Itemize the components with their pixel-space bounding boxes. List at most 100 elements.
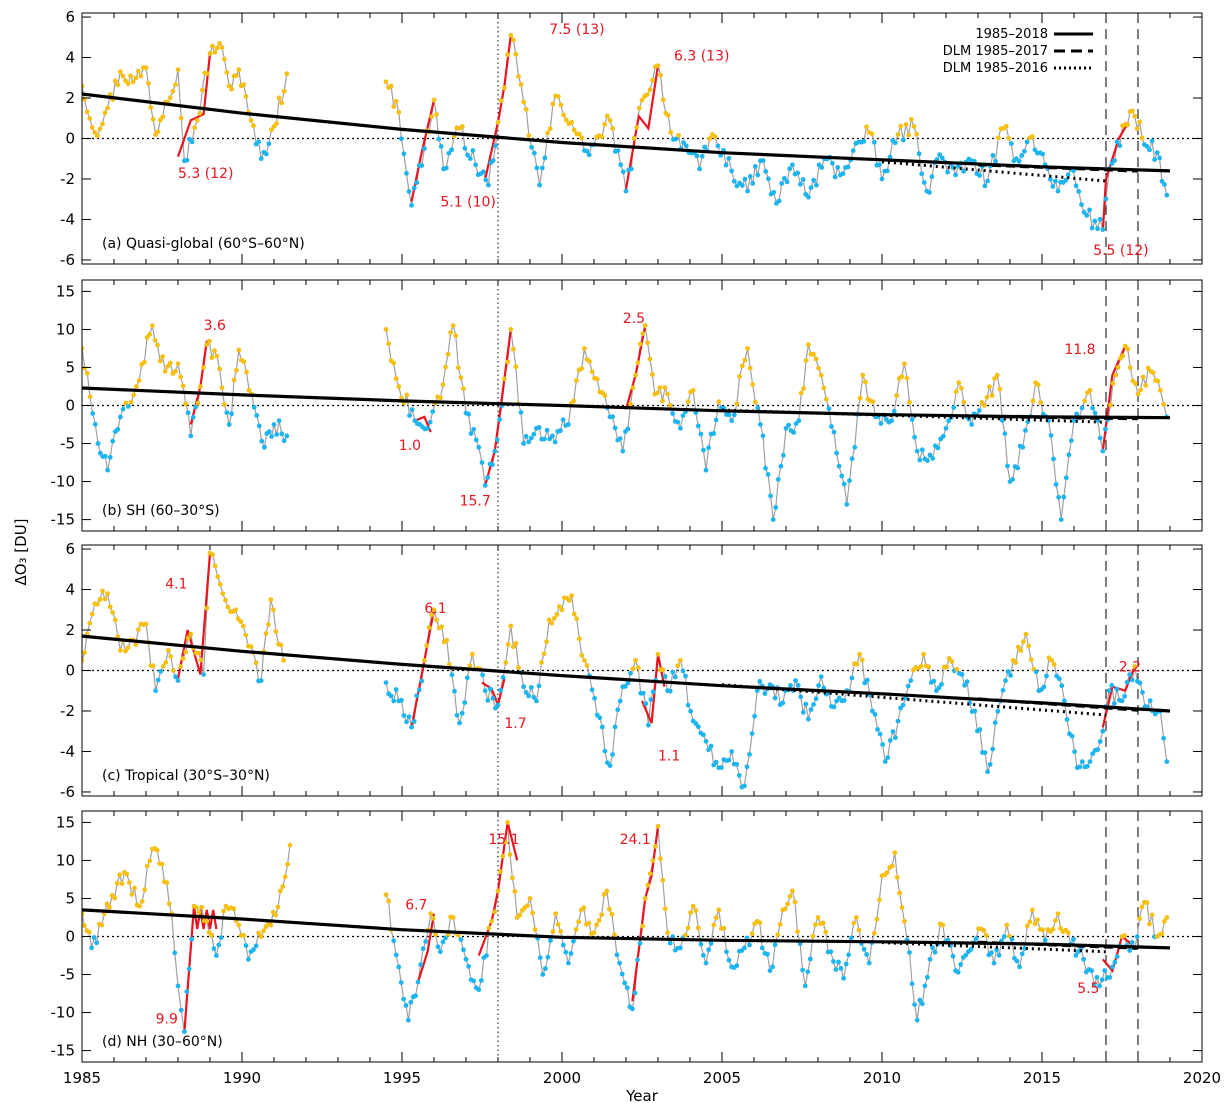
data-point: [128, 73, 134, 79]
data-point: [226, 83, 232, 89]
y-tick-label: 10: [56, 320, 75, 338]
data-point: [946, 418, 951, 424]
data-point: [1079, 405, 1085, 411]
data-point: [443, 364, 448, 370]
data-point: [877, 731, 883, 737]
data-point: [166, 647, 171, 653]
data-point: [199, 87, 205, 93]
data-point: [507, 852, 513, 857]
data-point: [992, 720, 998, 726]
data-point: [95, 133, 100, 139]
data-point: [1106, 688, 1112, 694]
data-point: [973, 936, 979, 942]
data-point: [768, 493, 773, 499]
data-point: [985, 178, 990, 184]
data-point: [749, 931, 755, 937]
data-point: [1149, 912, 1155, 918]
data-point: [658, 856, 663, 862]
data-point: [505, 820, 510, 825]
data-point: [124, 871, 130, 877]
data-point: [981, 928, 987, 933]
data-point: [454, 712, 460, 718]
data-point: [607, 117, 613, 123]
data-point: [545, 954, 551, 960]
data-point: [180, 656, 186, 662]
data-point: [210, 552, 216, 558]
data-point: [1143, 383, 1149, 388]
data-point: [1035, 917, 1040, 923]
data-point: [1081, 209, 1087, 215]
data-point: [120, 406, 126, 412]
data-point: [178, 115, 184, 121]
y-tick-label: -5: [60, 435, 75, 453]
trend-line-dlm-1985-2017: [977, 940, 1139, 950]
data-point: [1087, 207, 1092, 213]
x-tick-label: 2005: [703, 1069, 741, 1087]
data-point: [943, 425, 949, 431]
data-point: [836, 463, 842, 469]
data-point: [645, 882, 651, 888]
data-point: [890, 729, 896, 734]
data-point: [240, 623, 246, 629]
panel-c-series: [82, 550, 1171, 790]
data-point: [383, 680, 389, 685]
data-point: [173, 82, 178, 88]
data-point: [795, 683, 801, 688]
data-point: [1053, 482, 1059, 487]
data-point: [831, 959, 836, 964]
data-point: [1069, 438, 1074, 443]
data-point: [805, 969, 811, 975]
data-point: [566, 598, 572, 603]
data-point: [447, 662, 452, 667]
data-point: [485, 475, 490, 480]
data-point: [1110, 381, 1116, 386]
data-point: [711, 431, 717, 436]
data-point: [852, 444, 858, 450]
data-point: [849, 675, 855, 681]
annotation-label: 6.7: [405, 898, 427, 914]
data-point: [528, 435, 534, 441]
data-point: [107, 454, 113, 460]
data-point: [498, 687, 503, 693]
data-point: [1103, 426, 1108, 432]
data-point: [786, 422, 791, 428]
data-point: [87, 116, 93, 121]
data-point: [784, 179, 790, 185]
data-point: [150, 116, 156, 122]
data-point: [439, 624, 445, 630]
data-point: [919, 1001, 925, 1007]
data-point: [1113, 372, 1118, 378]
data-point: [642, 896, 648, 901]
data-point: [787, 893, 793, 899]
data-point: [123, 400, 129, 406]
data-point: [436, 136, 442, 142]
data-point: [500, 675, 506, 680]
annotation-label: 4.1: [165, 576, 187, 592]
data-point: [158, 669, 164, 674]
data-point: [434, 112, 439, 117]
data-point: [1140, 374, 1146, 380]
data-point: [112, 78, 118, 84]
data-point: [1064, 717, 1070, 722]
data-point: [944, 664, 949, 670]
data-point: [165, 363, 171, 369]
data-point: [675, 419, 681, 425]
data-point: [694, 153, 700, 159]
data-point: [243, 94, 249, 99]
data-point: [750, 181, 756, 186]
data-point: [763, 169, 769, 174]
data-point: [92, 421, 98, 427]
data-point: [589, 369, 595, 375]
data-point: [749, 731, 755, 736]
x-tick-label: 2020: [1183, 1069, 1221, 1087]
data-point: [188, 433, 194, 439]
data-point: [1149, 138, 1155, 144]
data-point: [269, 127, 274, 133]
data-point: [512, 889, 518, 894]
data-point: [166, 901, 172, 907]
data-point: [699, 153, 705, 159]
data-point: [178, 664, 184, 669]
data-point: [167, 360, 173, 366]
data-point: [990, 153, 996, 158]
data-point: [430, 409, 436, 414]
